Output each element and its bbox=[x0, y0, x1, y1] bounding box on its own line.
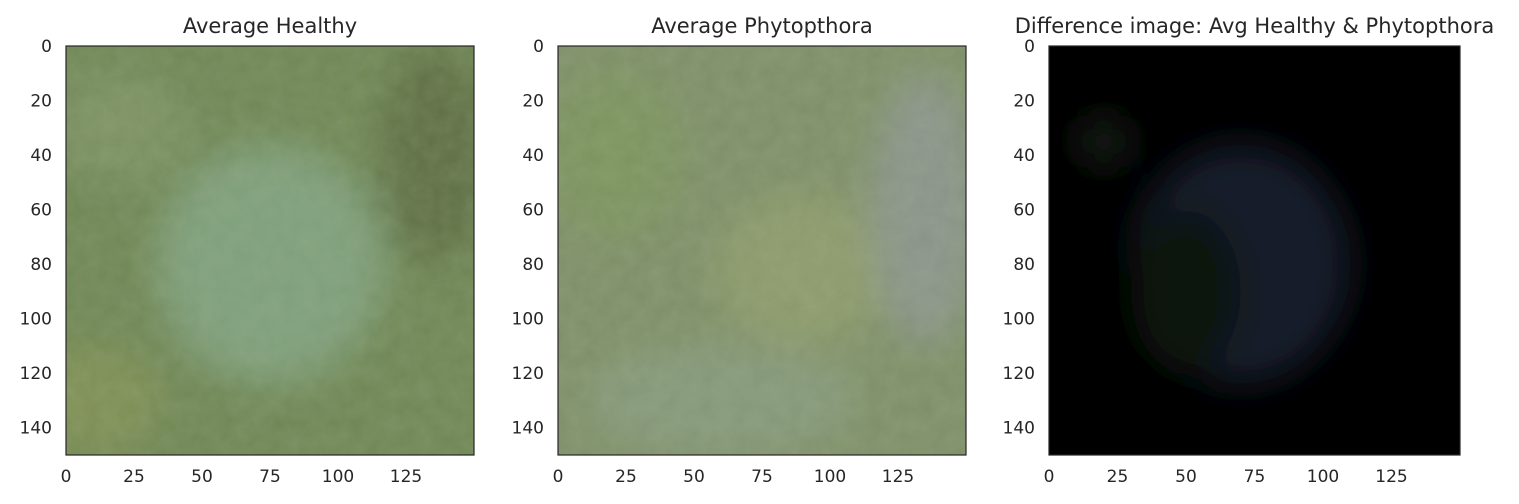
y-tick-label: 0 bbox=[41, 37, 52, 57]
y-tick-label: 120 bbox=[1003, 364, 1035, 384]
y-tick-label: 40 bbox=[1013, 146, 1035, 166]
x-tick-label: 50 bbox=[683, 467, 705, 487]
x-tick-label: 100 bbox=[322, 467, 354, 487]
x-tick-label: 50 bbox=[191, 467, 213, 487]
y-tick-label: 0 bbox=[533, 37, 544, 57]
y-tick-label: 20 bbox=[30, 92, 52, 112]
y-tick-label: 40 bbox=[30, 146, 52, 166]
image-texture bbox=[558, 46, 966, 455]
y-tick-label: 40 bbox=[522, 146, 544, 166]
y-tick-label: 60 bbox=[1013, 201, 1035, 221]
y-tick-label: 100 bbox=[512, 310, 544, 330]
subplot-3: Difference image: Avg Healthy & Phytopth… bbox=[1003, 14, 1495, 487]
image-area bbox=[558, 46, 966, 455]
axes-frame bbox=[557, 45, 967, 456]
x-tick-label: 100 bbox=[1307, 467, 1339, 487]
y-tick-label: 140 bbox=[1003, 419, 1035, 439]
chart-title: Average Healthy bbox=[183, 14, 357, 38]
image-texture bbox=[66, 46, 474, 455]
y-tick-label: 60 bbox=[30, 201, 52, 221]
y-tick-label: 120 bbox=[20, 364, 52, 384]
x-tick-label: 125 bbox=[882, 467, 914, 487]
image-region-3 bbox=[1131, 209, 1241, 374]
image-area bbox=[1049, 46, 1460, 455]
image-region-2 bbox=[1076, 114, 1132, 169]
y-tick-label: 0 bbox=[1024, 37, 1035, 57]
x-tick-label: 125 bbox=[1375, 467, 1407, 487]
x-tick-label: 75 bbox=[751, 467, 773, 487]
y-tick-label: 80 bbox=[1013, 255, 1035, 275]
x-tick-label: 25 bbox=[615, 467, 637, 487]
subplot-1: Average Healthy 0 25 50 75 100 125 0 20 40 60 80 100… bbox=[20, 14, 475, 487]
y-tick-label: 100 bbox=[20, 310, 52, 330]
y-tick-label: 20 bbox=[522, 92, 544, 112]
x-tick-label: 25 bbox=[123, 467, 145, 487]
x-tick-label: 100 bbox=[814, 467, 846, 487]
y-tick-label: 80 bbox=[30, 255, 52, 275]
x-tick-label: 75 bbox=[1244, 467, 1266, 487]
x-tick-label: 0 bbox=[1044, 467, 1055, 487]
axes-frame bbox=[1048, 45, 1461, 456]
chart-title: Difference image: Avg Healthy & Phytopth… bbox=[1015, 14, 1494, 38]
y-tick-label: 120 bbox=[512, 364, 544, 384]
y-tick-label: 80 bbox=[522, 255, 544, 275]
image-area bbox=[66, 46, 474, 455]
chart-title: Average Phytopthora bbox=[651, 14, 873, 38]
x-tick-label: 125 bbox=[390, 467, 422, 487]
subplot-2: Average Phytopthora 0 25 50 75 100 125 0 20 40 60 8… bbox=[512, 14, 967, 487]
y-tick-label: 140 bbox=[512, 419, 544, 439]
y-tick-label: 140 bbox=[20, 419, 52, 439]
x-tick-label: 0 bbox=[553, 467, 564, 487]
axes-frame bbox=[65, 45, 475, 456]
y-tick-label: 100 bbox=[1003, 310, 1035, 330]
x-tick-label: 0 bbox=[61, 467, 72, 487]
x-tick-label: 25 bbox=[1107, 467, 1129, 487]
x-tick-label: 50 bbox=[1175, 467, 1197, 487]
y-tick-label: 20 bbox=[1013, 92, 1035, 112]
x-tick-label: 75 bbox=[259, 467, 281, 487]
y-tick-label: 60 bbox=[522, 201, 544, 221]
